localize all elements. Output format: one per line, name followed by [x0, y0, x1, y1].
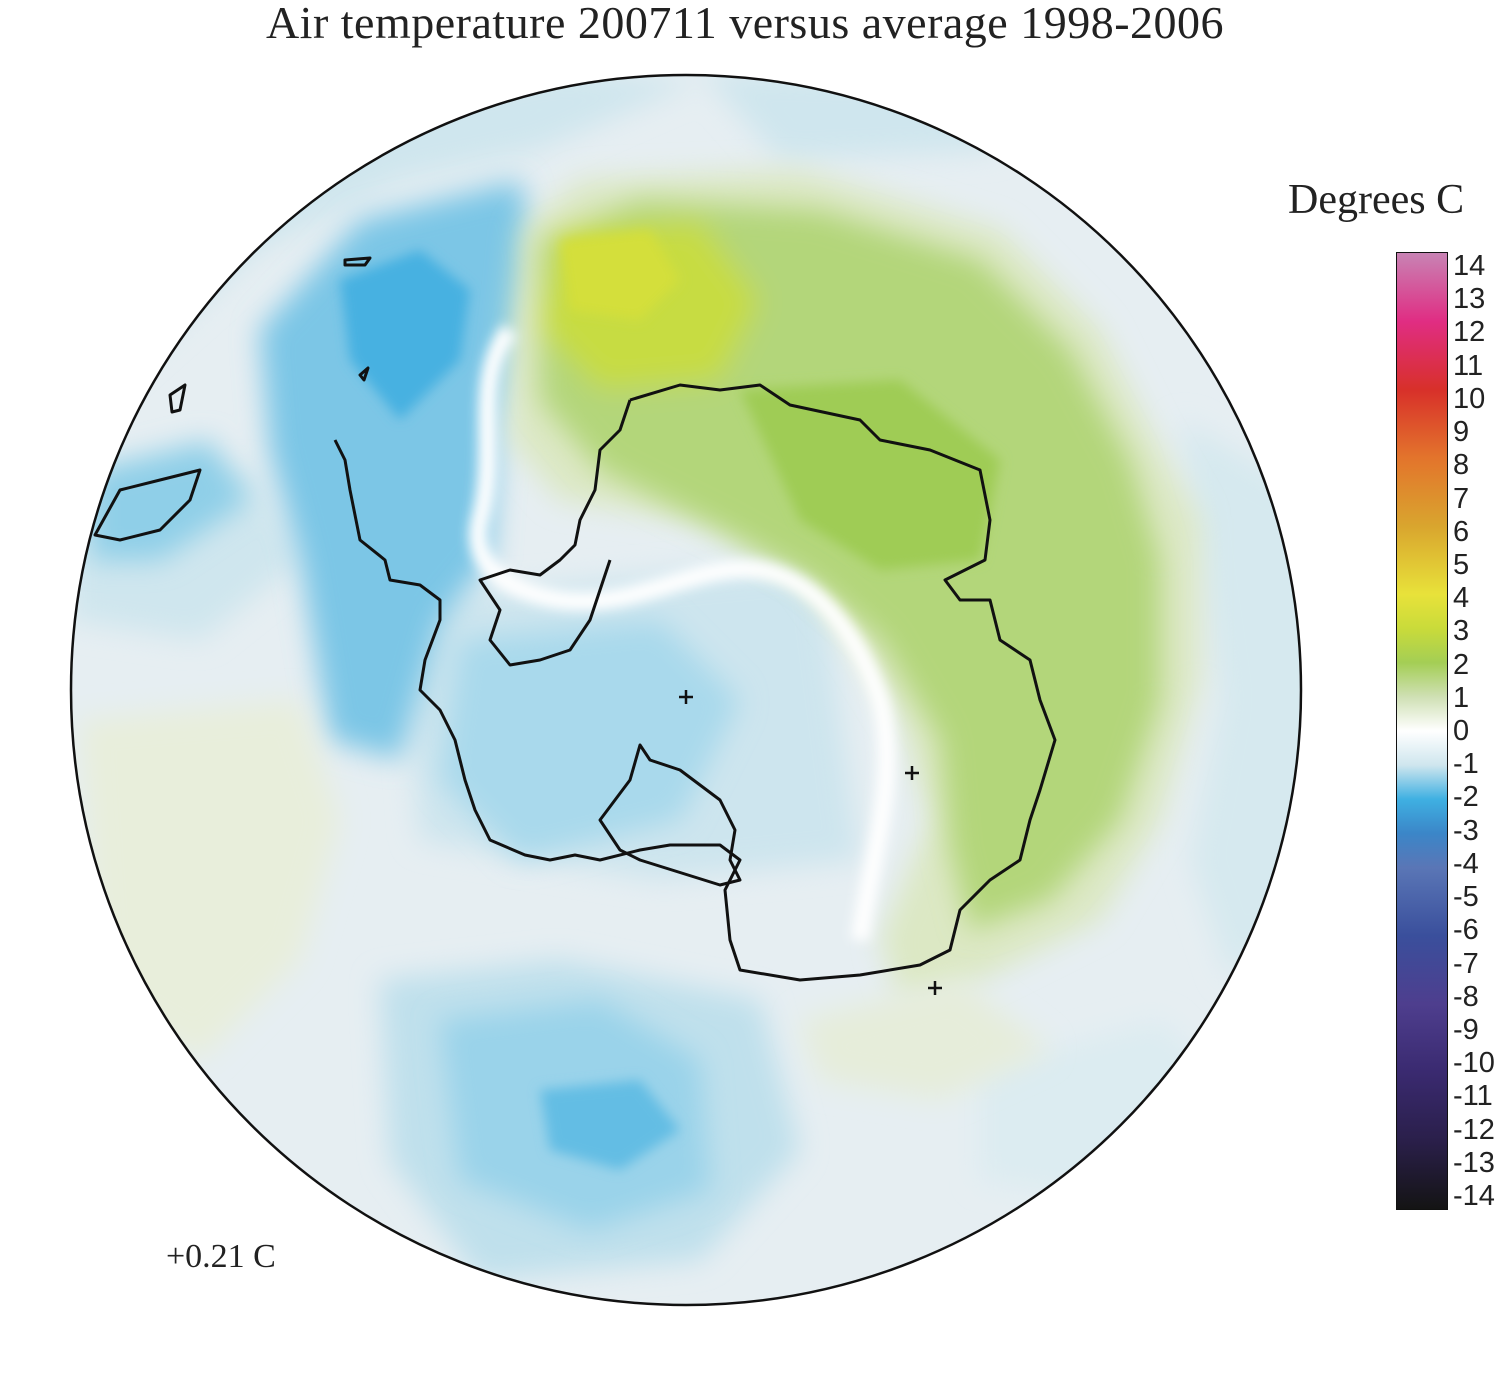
- color-scale-tick: -8: [1453, 980, 1479, 1013]
- legend-title: Degrees C: [1288, 177, 1465, 223]
- color-scale-tick: -13: [1453, 1146, 1495, 1179]
- color-scale-tick: -10: [1453, 1047, 1495, 1080]
- color-scale-bar: [1396, 252, 1448, 1210]
- color-scale-tick: 7: [1453, 482, 1470, 515]
- color-scale-tick: 14: [1453, 250, 1486, 282]
- station-marker: [905, 766, 919, 780]
- station-marker: [928, 981, 942, 995]
- color-scale-tick: 5: [1453, 548, 1470, 581]
- color-scale-tick: -4: [1453, 847, 1479, 880]
- color-scale-tick: -2: [1453, 781, 1479, 814]
- color-scale-tick: -12: [1453, 1113, 1495, 1146]
- color-scale-tick: -5: [1453, 881, 1479, 914]
- pole-marker: [679, 690, 693, 704]
- color-scale-tick: 1: [1453, 681, 1470, 714]
- antarctica-coastline: [93, 256, 1057, 982]
- color-scale-tick: 4: [1453, 582, 1470, 615]
- color-scale-tick: -11: [1453, 1080, 1493, 1113]
- color-scale-tick: 11: [1453, 349, 1484, 382]
- color-scale-tick: 3: [1453, 615, 1470, 648]
- map-border: [69, 73, 1303, 1307]
- color-scale-tick: -6: [1453, 914, 1479, 947]
- global-mean-annotation: +0.21 C: [166, 1238, 276, 1275]
- color-scale-tick: 12: [1453, 316, 1486, 349]
- color-scale-tick: 13: [1453, 283, 1486, 316]
- color-scale-tick: 9: [1453, 416, 1470, 449]
- color-scale-tick: -9: [1453, 1013, 1479, 1046]
- color-scale-tick: 8: [1453, 449, 1470, 482]
- color-scale-tick: -14: [1453, 1180, 1495, 1212]
- color-scale-tick: -1: [1453, 748, 1479, 781]
- color-scale-tick: -7: [1453, 947, 1479, 980]
- color-scale-tick: -3: [1453, 814, 1479, 847]
- color-scale-tick: 0: [1453, 715, 1470, 747]
- color-scale-tick: 2: [1453, 648, 1470, 681]
- color-scale-ticks: 14 13 12 11 10 9 8 7 6 5 4 3 2 1 0 -1 -2 -3 -4 -5 -6 -7 -8 -9 -1…: [1453, 250, 1500, 1212]
- color-scale-tick: 10: [1453, 382, 1486, 415]
- station-markers: [679, 690, 942, 995]
- map-title: Air temperature 200711 versus average 19…: [265, 0, 1225, 48]
- color-scale-tick: 6: [1453, 515, 1470, 548]
